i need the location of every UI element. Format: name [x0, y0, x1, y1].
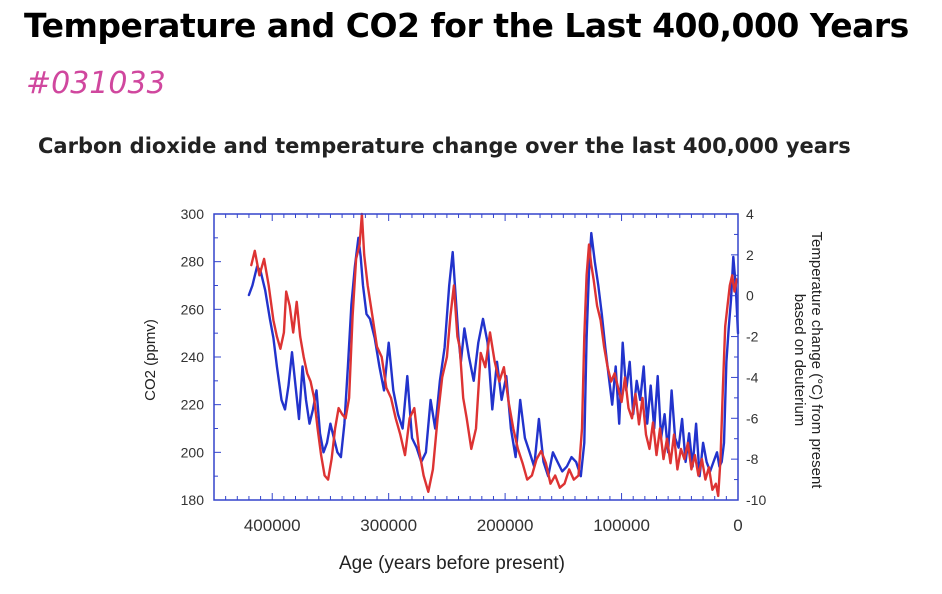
x-axis-label: Age (years before present) [339, 553, 565, 574]
x-tick-label: 300000 [360, 516, 417, 535]
y2-tick-label: -10 [746, 492, 766, 508]
x-tick-label: 0 [733, 516, 742, 535]
y-tick-label: 300 [181, 206, 205, 222]
plot-series [247, 212, 740, 498]
y2-tick-label: 0 [746, 288, 754, 304]
y-axis-right: -10 -8 -6 -4 -2 0 2 4 [731, 206, 766, 508]
y2-tick-label: -4 [746, 369, 759, 385]
y-tick-label: 240 [181, 349, 205, 365]
y-tick-label: 180 [181, 492, 205, 508]
y-axis-label: CO2 (ppmv) [142, 319, 159, 401]
y-tick-label: 200 [181, 444, 205, 460]
y2-tick-label: -2 [746, 329, 759, 345]
temperature-series-line [250, 212, 738, 498]
x-tick-label: 100000 [593, 516, 650, 535]
page-title: Temperature and CO2 for the Last 400,000… [24, 6, 909, 45]
y2-tick-label: -8 [746, 451, 759, 467]
y-tick-label: 260 [181, 301, 205, 317]
y-tick-label: 280 [181, 254, 205, 270]
page-code: #031033 [26, 66, 166, 101]
chart-title: Carbon dioxide and temperature change ov… [38, 134, 851, 158]
y2-axis-label-line1: Temperature change (°C) from present [808, 232, 825, 490]
y2-axis-label-group: Temperature change (°C) from present bas… [791, 232, 825, 490]
x-tick-label: 200000 [477, 516, 534, 535]
y2-tick-label: 4 [746, 206, 754, 222]
x-axis: 400000 300000 200000 100000 0 [213, 214, 743, 535]
x-tick-label: 400000 [244, 516, 301, 535]
y2-tick-label: -6 [746, 410, 759, 426]
y-tick-label: 220 [181, 397, 205, 413]
y2-tick-label: 2 [746, 247, 754, 263]
y2-axis-label-line2: based on deuterium [791, 294, 808, 427]
y-axis-left: 180 200 220 240 260 280 300 [181, 206, 221, 508]
